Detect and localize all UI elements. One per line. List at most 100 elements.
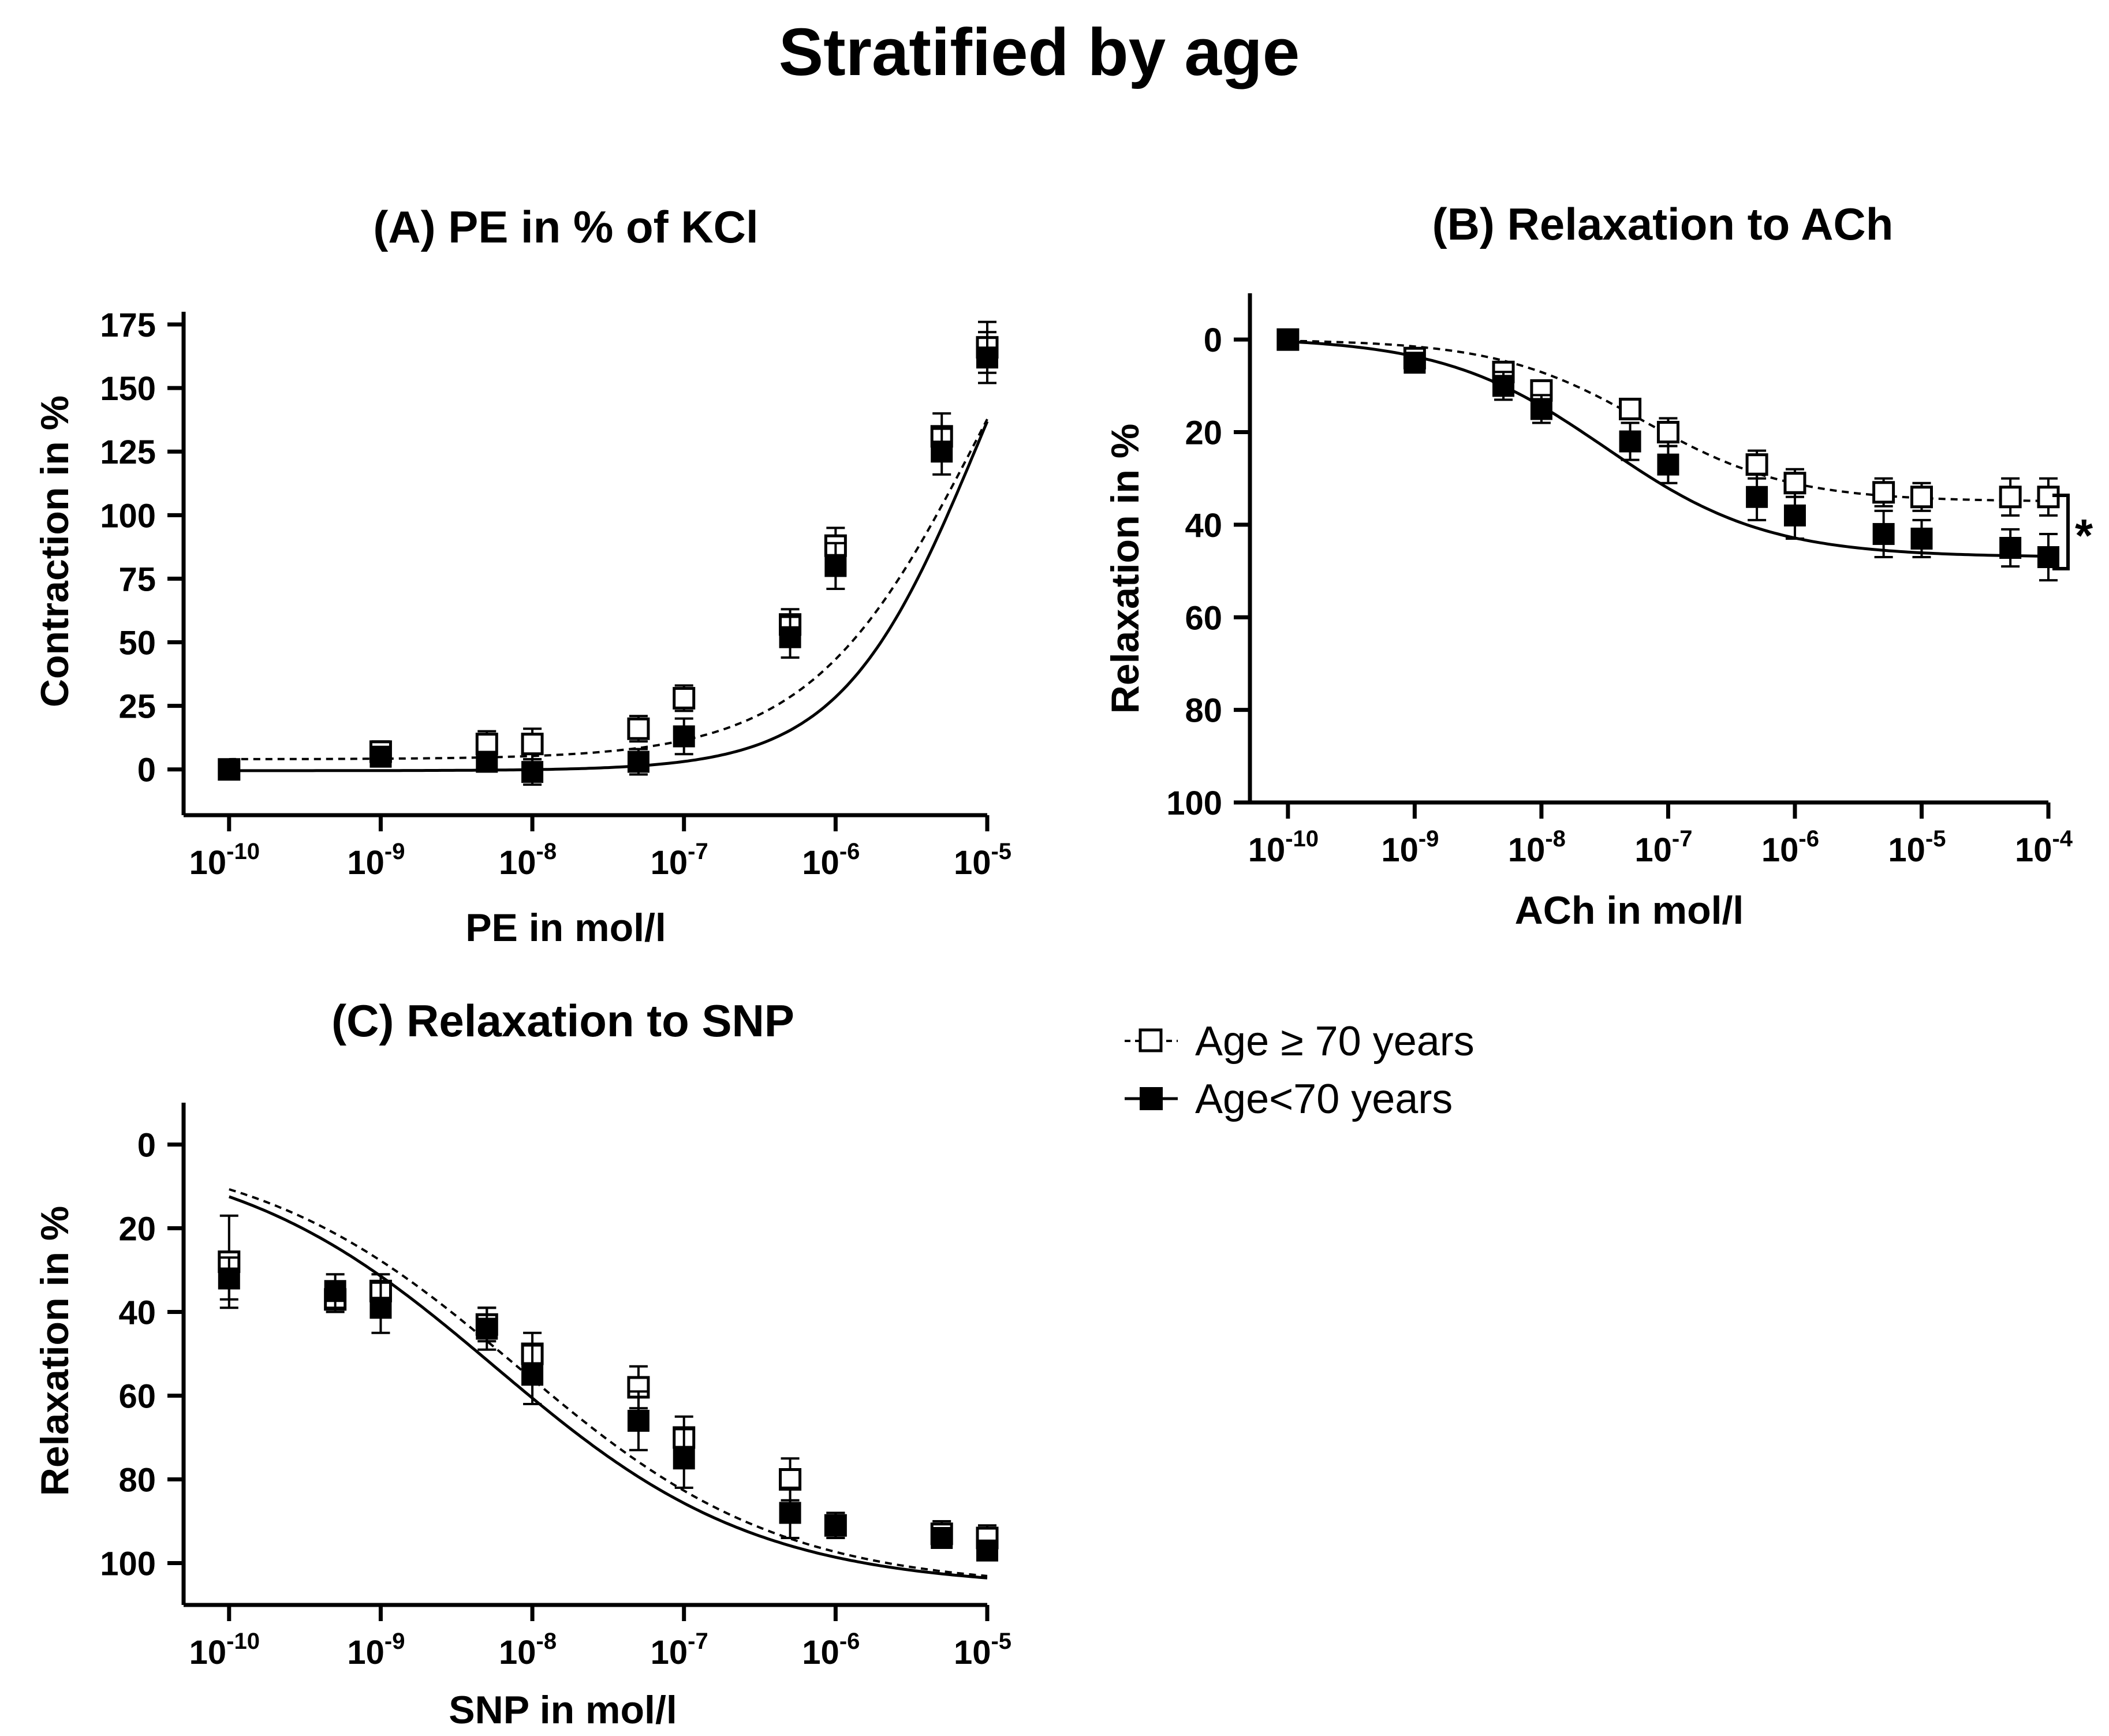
- x-tick-label: 10-6: [1761, 826, 1819, 869]
- x-tick-label: 10-6: [802, 1629, 860, 1671]
- significance-bracket: *: [2052, 494, 2093, 570]
- x-tick-label: 10-8: [499, 839, 557, 882]
- data-point-filled: [521, 1364, 544, 1386]
- x-tick-label: 10-9: [1381, 826, 1439, 869]
- data-point-open: [1745, 453, 1768, 476]
- y-tick-label: 50: [118, 625, 156, 662]
- y-tick-label: 0: [137, 752, 156, 789]
- data-point-filled: [521, 761, 544, 783]
- y-tick-label: 25: [118, 688, 156, 726]
- data-point-open: [1999, 486, 2022, 509]
- legend-label-age-under-70: Age<70 years: [1195, 1076, 1453, 1122]
- x-tick-label: 10-7: [651, 839, 708, 882]
- data-point-filled: [324, 1280, 346, 1302]
- data-point-filled: [218, 1267, 240, 1290]
- y-tick-label: 100: [1166, 785, 1222, 822]
- x-tick-label: 10-7: [651, 1629, 708, 1671]
- x-tick-label: 10-6: [802, 839, 860, 882]
- x-tick-label: 10-9: [347, 839, 405, 882]
- panel-b-plot: 0 20 40 60 80 100 10-10 10-9 10-8 10-7 10-6 10-5 10-…: [1166, 293, 2073, 869]
- y-tick-label: 75: [118, 561, 156, 598]
- data-point-filled: [476, 751, 498, 773]
- x-tick-label: 10-4: [2015, 826, 2073, 869]
- y-tick-label: 20: [118, 1211, 156, 1248]
- significance-marker: *: [2075, 510, 2093, 561]
- panel-b: (B) Relaxation to ACh ACh in mol/l Relax…: [1103, 199, 2093, 932]
- data-point-filled: [673, 1447, 695, 1470]
- data-point-filled: [976, 346, 998, 369]
- data-point-open: [1910, 486, 1933, 509]
- data-point-open: [627, 717, 650, 740]
- panel-b-y-axis-label: Relaxation in %: [1103, 424, 1147, 714]
- panel-a: (A) PE in % of KCl PE in mol/l Contracti…: [33, 201, 1011, 950]
- x-tick-label: 10-10: [189, 1629, 260, 1671]
- fit-curve-filled: [228, 1195, 988, 1580]
- data-point-open: [779, 1468, 802, 1491]
- panel-a-plot: 0 25 50 75 100 125 150 175 10-10 10-9 10-8 10-7 10-6…: [100, 307, 1011, 882]
- data-point-filled: [779, 1502, 801, 1524]
- y-tick-label: 80: [118, 1462, 156, 1499]
- figure-title: Stratified by age: [779, 14, 1300, 89]
- panel-b-title: (B) Relaxation to ACh: [1432, 199, 1894, 249]
- x-tick-label: 10-9: [347, 1629, 405, 1671]
- y-tick-label: 175: [100, 307, 156, 344]
- open-square-icon: [1139, 1028, 1163, 1052]
- data-point-filled: [369, 1297, 392, 1319]
- data-point-filled: [673, 725, 695, 748]
- data-point-open: [1619, 397, 1642, 420]
- panel-b-x-axis-label: ACh in mol/l: [1515, 888, 1744, 932]
- data-point-filled: [1657, 453, 1679, 476]
- x-tick-label: 10-5: [954, 1629, 1011, 1671]
- data-point-open: [1872, 481, 1895, 504]
- legend-item-age-under-70: Age<70 years: [1125, 1076, 1453, 1122]
- data-point-filled: [2037, 546, 2059, 569]
- fit-curve-filled: [229, 421, 989, 772]
- legend-item-age-70-plus: Age ≥ 70 years: [1125, 1018, 1475, 1065]
- panel-c-y-axis-label: Relaxation in %: [33, 1206, 77, 1496]
- y-tick-label: 150: [100, 370, 156, 408]
- data-point-filled: [1872, 522, 1895, 545]
- y-tick-label: 20: [1185, 415, 1222, 452]
- data-point-filled: [1619, 430, 1641, 453]
- panel-c-x-axis-label: SNP in mol/l: [449, 1688, 677, 1732]
- data-point-filled: [627, 751, 650, 773]
- panel-a-x-axis-label: PE in mol/l: [465, 906, 666, 950]
- x-tick-label: 10-7: [1634, 826, 1692, 869]
- data-point-filled: [824, 555, 847, 577]
- x-tick-label: 10-10: [189, 839, 260, 882]
- y-tick-label: 80: [1185, 692, 1222, 730]
- data-point-filled: [779, 626, 801, 648]
- data-point-filled: [218, 758, 240, 781]
- filled-square-icon: [1140, 1087, 1163, 1110]
- y-tick-label: 40: [1185, 507, 1222, 544]
- fit-curve-open: [1287, 339, 2049, 502]
- panel-c: (C) Relaxation to SNP SNP in mol/l Relax…: [33, 995, 1011, 1732]
- fit-curve-open: [229, 1188, 988, 1577]
- legend-label-age-70-plus: Age ≥ 70 years: [1195, 1018, 1475, 1065]
- data-point-filled: [976, 1539, 998, 1562]
- fit-curve-open: [229, 419, 988, 760]
- panel-c-plot: 0 20 40 60 80 100 10-10 10-9 10-8 10-7 10-6 10-5: [100, 1103, 1011, 1671]
- x-tick-label: 10-5: [954, 839, 1011, 882]
- y-tick-label: 60: [118, 1378, 156, 1416]
- y-tick-label: 100: [100, 1545, 156, 1583]
- data-point-filled: [1783, 504, 1806, 527]
- legend: Age ≥ 70 years Age<70 years: [1125, 1018, 1475, 1122]
- data-point-filled: [1276, 328, 1299, 351]
- data-point-filled: [824, 1514, 847, 1537]
- y-tick-label: 40: [118, 1294, 156, 1332]
- x-tick-label: 10-5: [1888, 826, 1946, 869]
- data-point-open: [1656, 421, 1679, 444]
- data-point-open: [521, 733, 544, 756]
- data-point-filled: [476, 1317, 498, 1340]
- y-tick-label: 0: [137, 1127, 156, 1164]
- data-point-filled: [627, 1410, 650, 1432]
- data-point-filled: [1999, 537, 2022, 559]
- data-point-open: [673, 686, 696, 710]
- x-tick-label: 10-10: [1248, 826, 1319, 869]
- data-point-filled: [1746, 486, 1768, 508]
- data-point-filled: [1492, 375, 1515, 397]
- panel-a-y-axis-label: Contraction in %: [33, 395, 77, 707]
